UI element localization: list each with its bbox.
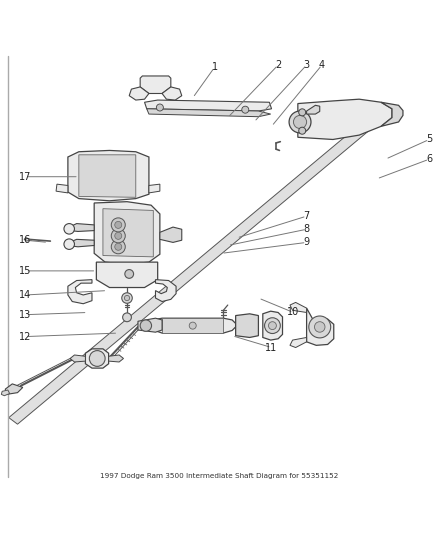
Polygon shape xyxy=(9,118,377,424)
Circle shape xyxy=(115,243,122,251)
Text: 10: 10 xyxy=(287,308,300,318)
Text: 6: 6 xyxy=(426,154,432,164)
Polygon shape xyxy=(85,349,109,368)
Polygon shape xyxy=(103,209,153,257)
Text: 17: 17 xyxy=(19,172,32,182)
Polygon shape xyxy=(68,280,92,304)
Polygon shape xyxy=(155,280,176,302)
Polygon shape xyxy=(24,238,32,241)
Circle shape xyxy=(111,240,125,254)
Circle shape xyxy=(115,221,122,229)
Text: 11: 11 xyxy=(265,343,278,352)
Polygon shape xyxy=(145,100,272,111)
Polygon shape xyxy=(69,223,94,231)
Polygon shape xyxy=(307,106,320,114)
Text: 1997 Dodge Ram 3500 Intermediate Shaft Diagram for 55351152: 1997 Dodge Ram 3500 Intermediate Shaft D… xyxy=(100,473,338,479)
Circle shape xyxy=(293,115,307,128)
Circle shape xyxy=(268,322,276,329)
Polygon shape xyxy=(129,87,149,100)
Circle shape xyxy=(309,316,331,338)
Polygon shape xyxy=(1,390,10,395)
Circle shape xyxy=(242,106,249,113)
Polygon shape xyxy=(263,311,283,340)
Polygon shape xyxy=(298,99,392,140)
Circle shape xyxy=(122,293,132,303)
Polygon shape xyxy=(162,87,182,100)
Polygon shape xyxy=(94,201,160,264)
Polygon shape xyxy=(138,318,162,332)
Circle shape xyxy=(314,322,325,332)
Circle shape xyxy=(299,127,306,134)
Circle shape xyxy=(64,223,74,234)
Text: 8: 8 xyxy=(304,224,310,235)
Text: 15: 15 xyxy=(19,266,32,276)
Circle shape xyxy=(111,229,125,243)
Circle shape xyxy=(123,313,131,322)
Text: 14: 14 xyxy=(19,290,32,300)
Polygon shape xyxy=(307,308,334,345)
Circle shape xyxy=(265,318,280,334)
Polygon shape xyxy=(96,262,158,287)
Polygon shape xyxy=(79,155,136,197)
Circle shape xyxy=(140,320,152,332)
Circle shape xyxy=(115,232,122,239)
Polygon shape xyxy=(68,150,149,201)
Polygon shape xyxy=(290,337,307,348)
Polygon shape xyxy=(70,355,85,362)
Text: 7: 7 xyxy=(304,211,310,221)
Circle shape xyxy=(124,295,130,301)
Text: 12: 12 xyxy=(19,332,32,342)
Polygon shape xyxy=(236,314,258,337)
Circle shape xyxy=(299,109,306,116)
Circle shape xyxy=(189,322,196,329)
Text: 4: 4 xyxy=(319,60,325,70)
Circle shape xyxy=(64,239,74,249)
Polygon shape xyxy=(56,184,68,193)
Circle shape xyxy=(289,111,311,133)
Polygon shape xyxy=(109,355,124,362)
Polygon shape xyxy=(162,318,223,333)
Polygon shape xyxy=(153,318,236,333)
Polygon shape xyxy=(290,302,307,312)
Circle shape xyxy=(156,104,163,111)
Polygon shape xyxy=(149,184,160,193)
Text: 3: 3 xyxy=(304,60,310,70)
Polygon shape xyxy=(140,76,171,93)
Polygon shape xyxy=(147,109,271,117)
Polygon shape xyxy=(381,102,403,126)
Text: 5: 5 xyxy=(426,134,432,144)
Text: 16: 16 xyxy=(19,235,32,245)
Polygon shape xyxy=(160,227,182,243)
Text: 9: 9 xyxy=(304,237,310,247)
Text: 13: 13 xyxy=(19,310,32,320)
Circle shape xyxy=(111,218,125,232)
Circle shape xyxy=(89,351,105,366)
Polygon shape xyxy=(5,384,23,394)
Text: 1: 1 xyxy=(212,62,218,72)
Text: 2: 2 xyxy=(275,60,281,70)
Polygon shape xyxy=(69,239,94,247)
Circle shape xyxy=(125,270,134,278)
